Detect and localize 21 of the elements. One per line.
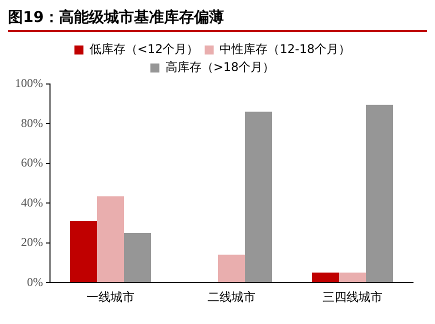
legend-label: 高库存（>18个月） (165, 60, 275, 74)
y-tick-label: 60% (20, 156, 43, 170)
bar (366, 104, 394, 282)
y-tick-label: 80% (20, 116, 43, 130)
bar (70, 221, 97, 282)
y-tick-label: 0% (26, 274, 43, 289)
bar (96, 196, 124, 282)
y-tick-label: 20% (20, 235, 43, 250)
x-tick-label: 二线城市 (208, 290, 256, 304)
y-tick-label: 100% (14, 76, 43, 90)
bar (338, 272, 366, 282)
bar (312, 272, 339, 282)
bar (124, 232, 152, 282)
y-tick-label: 40% (20, 195, 43, 210)
x-tick-label: 一线城市 (86, 290, 134, 304)
chart-title: 图19：高能级城市基准库存偏薄 (8, 8, 427, 32)
legend-label: 低库存（<12个月） (89, 42, 199, 56)
bar (245, 112, 272, 282)
legend-label: 中性库存（12-18个月） (220, 42, 351, 56)
bar (218, 254, 246, 282)
x-tick-label: 三四线城市 (322, 290, 382, 304)
